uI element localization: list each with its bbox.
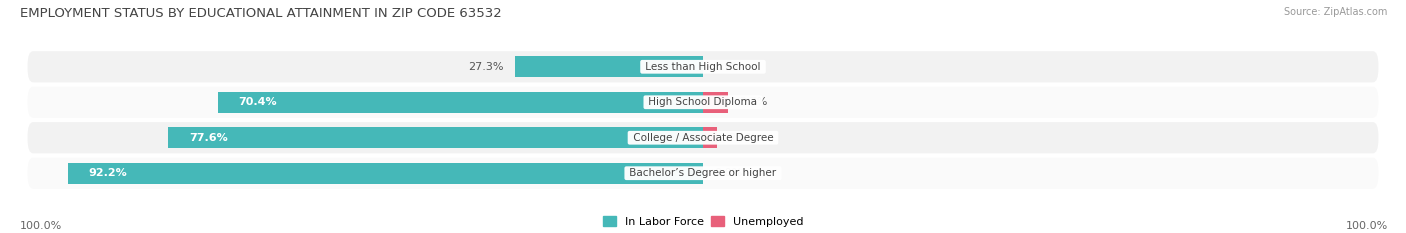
Text: 0.0%: 0.0%: [714, 168, 742, 178]
Text: 92.2%: 92.2%: [89, 168, 127, 178]
Text: 100.0%: 100.0%: [1346, 221, 1388, 231]
Text: Bachelor’s Degree or higher: Bachelor’s Degree or higher: [626, 168, 780, 178]
Bar: [67, 163, 703, 184]
FancyBboxPatch shape: [28, 158, 1378, 189]
Text: Less than High School: Less than High School: [643, 62, 763, 72]
Text: Source: ZipAtlas.com: Source: ZipAtlas.com: [1284, 7, 1388, 17]
Text: 70.4%: 70.4%: [239, 97, 277, 107]
Bar: [515, 56, 703, 77]
Text: 3.7%: 3.7%: [740, 97, 768, 107]
Legend: In Labor Force, Unemployed: In Labor Force, Unemployed: [603, 216, 803, 227]
Text: 0.0%: 0.0%: [714, 62, 742, 72]
FancyBboxPatch shape: [28, 51, 1378, 82]
FancyBboxPatch shape: [28, 122, 1378, 153]
Bar: [169, 127, 703, 148]
Text: High School Diploma: High School Diploma: [645, 97, 761, 107]
Text: 27.3%: 27.3%: [468, 62, 503, 72]
Bar: [703, 92, 728, 113]
Text: College / Associate Degree: College / Associate Degree: [630, 133, 776, 143]
FancyBboxPatch shape: [28, 87, 1378, 118]
Text: 2.1%: 2.1%: [728, 133, 756, 143]
Text: 77.6%: 77.6%: [188, 133, 228, 143]
Text: EMPLOYMENT STATUS BY EDUCATIONAL ATTAINMENT IN ZIP CODE 63532: EMPLOYMENT STATUS BY EDUCATIONAL ATTAINM…: [20, 7, 502, 20]
Text: 100.0%: 100.0%: [20, 221, 62, 231]
Bar: [703, 127, 717, 148]
Bar: [218, 92, 703, 113]
